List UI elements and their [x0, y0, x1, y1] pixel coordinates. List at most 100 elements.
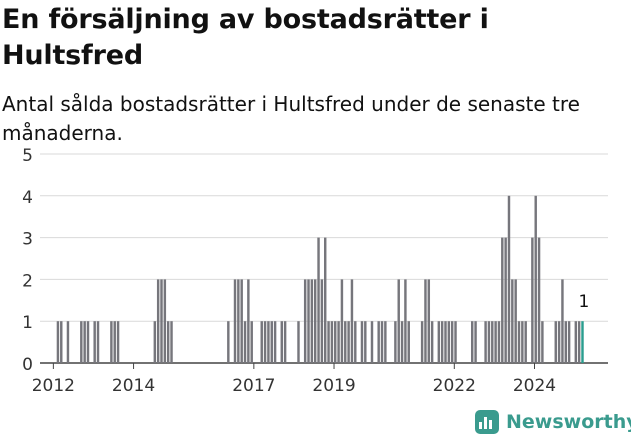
last-value-label: 1 — [579, 292, 590, 312]
bar — [317, 237, 320, 363]
bar — [577, 321, 581, 363]
bar — [574, 321, 578, 363]
bar — [324, 237, 327, 363]
bar — [440, 321, 444, 363]
bar — [407, 321, 410, 363]
bar — [113, 321, 116, 363]
bar — [370, 321, 374, 363]
bar — [170, 321, 173, 363]
bar — [310, 279, 314, 363]
x-axis: 2012 2014 2017 2019 2022 2024 — [32, 363, 556, 396]
bar — [260, 321, 263, 363]
bar — [283, 321, 287, 363]
bar — [450, 321, 454, 363]
bar — [350, 279, 354, 363]
bar — [233, 279, 237, 363]
bar — [507, 195, 511, 363]
bar — [347, 321, 350, 363]
bar — [267, 321, 270, 363]
bar — [116, 321, 120, 363]
bar — [474, 321, 477, 363]
bar — [163, 279, 167, 363]
bar — [484, 321, 487, 363]
bar-chart-logo-icon — [475, 410, 499, 434]
x-tick-label: 2017 — [232, 376, 275, 396]
y-tick-label: 3 — [22, 230, 33, 250]
bar — [364, 321, 367, 363]
bar — [581, 321, 584, 363]
bar — [491, 321, 494, 363]
y-tick-label: 0 — [22, 355, 33, 375]
bar — [504, 237, 507, 363]
bar — [521, 321, 524, 363]
bar — [377, 321, 380, 363]
bars — [56, 195, 584, 363]
chart-title: En försäljning av bostadsrätter i Hultsf… — [2, 4, 489, 71]
bar — [320, 279, 324, 363]
bar — [511, 279, 514, 363]
bar — [250, 321, 253, 363]
bar — [83, 321, 86, 363]
chart-subtitle: Antal sålda bostadsrätter i Hultsfred un… — [2, 92, 580, 145]
bar — [384, 321, 387, 363]
bar — [541, 321, 544, 363]
bar — [380, 321, 384, 363]
bar — [394, 321, 397, 363]
bar — [153, 321, 157, 363]
bar — [166, 321, 170, 363]
bar — [444, 321, 447, 363]
bar — [60, 321, 63, 363]
x-tick-label: 2024 — [513, 376, 556, 396]
bar — [517, 321, 521, 363]
x-tick-label: 2022 — [433, 376, 476, 396]
bar — [397, 279, 400, 363]
bar — [337, 321, 340, 363]
bar — [487, 321, 491, 363]
bar — [501, 237, 504, 363]
bar — [534, 195, 537, 363]
bar — [524, 321, 527, 363]
bar — [557, 321, 561, 363]
bar — [437, 321, 441, 363]
bar — [156, 279, 160, 363]
bar — [404, 279, 407, 363]
bar — [303, 279, 307, 363]
bar — [494, 321, 497, 363]
bar — [96, 321, 100, 363]
bar — [471, 321, 474, 363]
bar — [427, 279, 431, 363]
bar — [514, 279, 517, 363]
bar — [564, 321, 568, 363]
bar — [327, 321, 330, 363]
bar — [297, 321, 300, 363]
bar — [531, 237, 534, 363]
y-axis: 0 1 2 3 4 5 — [22, 146, 33, 375]
bar — [240, 279, 243, 363]
y-tick-label: 4 — [22, 188, 33, 208]
bar — [340, 279, 344, 363]
bar — [243, 321, 247, 363]
bar — [430, 321, 434, 363]
bar — [420, 321, 424, 363]
y-tick-label: 1 — [22, 313, 33, 333]
bar — [454, 321, 457, 363]
bar — [354, 321, 357, 363]
bar — [424, 279, 427, 363]
newsworthy-logo[interactable]: Newsworthy — [475, 407, 631, 437]
y-tick-label: 5 — [22, 146, 33, 166]
bar — [270, 321, 273, 363]
bar — [80, 321, 83, 363]
bar — [447, 321, 451, 363]
bar — [554, 321, 557, 363]
bar — [273, 321, 277, 363]
bar — [360, 321, 364, 363]
bar — [263, 321, 267, 363]
y-tick-label: 2 — [22, 271, 33, 291]
bar — [93, 321, 96, 363]
bar — [334, 321, 337, 363]
bar — [280, 321, 284, 363]
x-tick-label: 2014 — [112, 376, 155, 396]
bar — [66, 321, 70, 363]
bar — [344, 321, 347, 363]
